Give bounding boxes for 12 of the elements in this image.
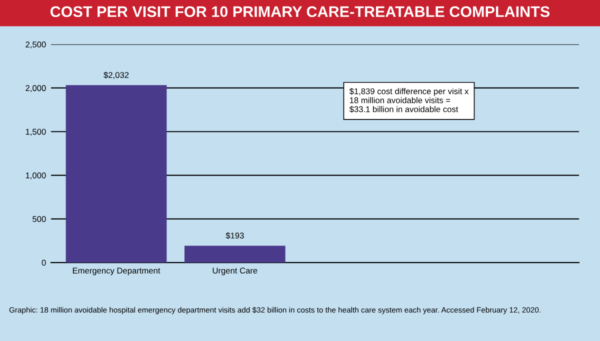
chart-title: COST PER VISIT FOR 10 PRIMARY CARE-TREATABLE COMPLAINTS <box>50 6 550 18</box>
text: $1,839 cost difference per visit x 18 million avoidable visits = $33.1 billion in avoidable cost <box>349 88 469 113</box>
data-label: $193 <box>226 232 244 240</box>
y-tick-label: 2,000 <box>26 85 46 92</box>
x-tick-label: Emergency Department <box>72 268 160 276</box>
x-tick-label: Urgent Care <box>212 268 258 276</box>
y-tick-label: 500 <box>32 216 46 222</box>
data-label: $2,032 <box>104 72 129 79</box>
y-tick-label: 1,000 <box>26 172 46 180</box>
y-tick-label: 1,500 <box>26 128 46 136</box>
y-tick-label: 2,500 <box>26 42 46 48</box>
y-tick-label: 0 <box>42 260 46 266</box>
